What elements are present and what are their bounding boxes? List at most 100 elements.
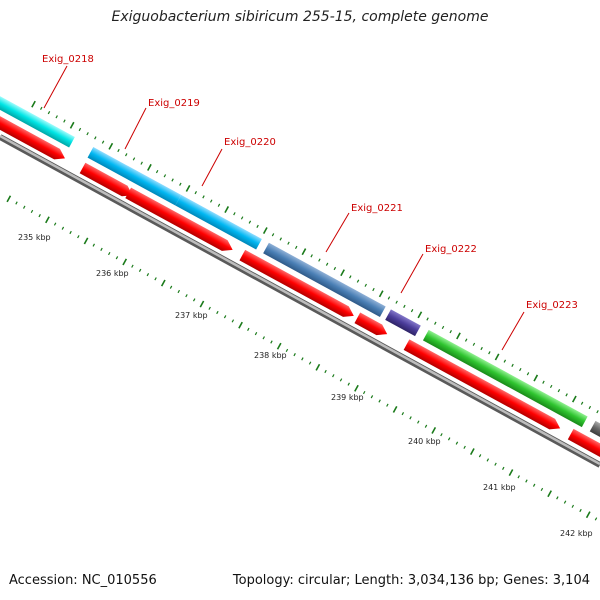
tick-mark	[469, 448, 475, 455]
cds-arrow-exig-0221[interactable]	[239, 249, 356, 321]
tick-mark	[185, 184, 191, 192]
cds-arrow-exig-0223[interactable]	[403, 339, 563, 433]
tick-mark	[503, 359, 507, 363]
tick-mark	[146, 273, 150, 277]
gene-labels: Exig_0218 Exig_0219 Exig_0220 Exig_0221 …	[42, 54, 578, 311]
tick-mark	[177, 289, 181, 294]
tick-mark	[217, 203, 221, 207]
tick-mark	[424, 424, 428, 428]
tick-mark	[69, 230, 72, 235]
tick-mark	[494, 462, 497, 466]
tick-mark	[223, 315, 227, 319]
gene-label-exig-0218[interactable]: Exig_0218	[42, 54, 94, 65]
tick-mark	[47, 111, 51, 115]
tick-mark	[83, 237, 89, 245]
tick-mark	[517, 475, 520, 479]
tick-mark	[163, 174, 167, 178]
tick-mark	[155, 169, 159, 174]
cds-arrow-exig-0218[interactable]	[0, 108, 68, 164]
tick-mark	[378, 290, 384, 298]
tick-mark	[401, 412, 405, 416]
cds-arrow-exig-0219[interactable]	[79, 162, 136, 201]
gene-label-exig-0222[interactable]: Exig_0222	[425, 244, 477, 255]
tick-mark	[301, 357, 304, 361]
tick-mark	[565, 393, 568, 397]
tick-mark	[533, 374, 539, 382]
gene-bar-exig-0220[interactable]	[175, 194, 262, 250]
tick-mark	[354, 384, 359, 392]
tick-mark	[387, 296, 391, 300]
tick-mark	[231, 319, 235, 323]
tick-mark	[285, 348, 289, 353]
tick-mark	[596, 410, 599, 414]
kbp-label: 236 kbp	[96, 269, 129, 278]
tick-mark	[434, 321, 437, 325]
tick-mark	[525, 479, 528, 483]
tick-mark	[502, 466, 505, 470]
gene-bar-exig-0219[interactable]	[87, 147, 182, 206]
tick-mark	[580, 401, 584, 405]
tick-mark	[488, 351, 491, 355]
tick-mark	[131, 264, 134, 268]
cds-arrow-next[interactable]	[567, 428, 600, 481]
tick-mark	[308, 361, 312, 365]
gene-label-exig-0219[interactable]: Exig_0219	[148, 98, 200, 109]
tick-mark	[356, 279, 360, 283]
tick-mark	[417, 420, 420, 424]
tick-mark	[494, 353, 500, 361]
kbp-label: 240 kbp	[408, 437, 441, 446]
tick-mark	[472, 342, 476, 346]
gene-bar-exig-0221[interactable]	[263, 242, 386, 317]
tick-mark	[248, 220, 252, 224]
tick-mark	[508, 469, 514, 477]
tick-mark	[55, 115, 58, 119]
tick-mark	[478, 454, 482, 458]
tick-mark	[233, 212, 236, 216]
tick-mark	[45, 216, 50, 224]
gene-label-exig-0220[interactable]: Exig_0220	[224, 137, 276, 148]
tick-mark	[395, 300, 398, 304]
tick-mark	[532, 483, 536, 487]
accession-text: Accession: NC_010556	[9, 573, 157, 588]
tick-mark	[463, 445, 466, 449]
tick-mark	[547, 490, 552, 498]
cds-arrow-exig-0222[interactable]	[354, 312, 390, 340]
gene-callouts	[43, 65, 525, 351]
tick-mark	[378, 399, 381, 403]
tick-mark	[362, 390, 366, 395]
tick-mark	[557, 389, 561, 393]
tick-mark	[179, 182, 182, 186]
tick-mark	[169, 285, 173, 289]
genome-summary-text: Topology: circular; Length: 3,034,136 bp…	[232, 573, 590, 588]
tick-mark	[77, 235, 80, 239]
tick-mark	[262, 336, 265, 340]
kbp-label: 242 kbp	[560, 529, 593, 538]
tick-mark	[579, 508, 582, 513]
tick-mark	[441, 325, 445, 330]
tick-mark	[185, 294, 188, 298]
tick-mark	[540, 487, 544, 492]
tick-mark	[511, 363, 514, 367]
tick-mark	[154, 277, 157, 281]
tick-mark	[526, 372, 530, 376]
ruler-tick-marks	[6, 195, 598, 521]
tick-mark	[132, 157, 136, 161]
tick-mark	[160, 279, 166, 287]
tick-mark	[202, 195, 205, 199]
kbp-label: 237 kbp	[175, 311, 208, 320]
gene-bar-exig-0223[interactable]	[422, 329, 588, 428]
tick-mark	[117, 148, 120, 153]
tick-mark	[78, 127, 82, 132]
gene-label-exig-0221[interactable]: Exig_0221	[351, 203, 403, 214]
tick-mark	[464, 338, 468, 342]
cds-arrow-exig-0220[interactable]	[125, 187, 235, 256]
tick-mark	[349, 275, 352, 279]
tick-mark	[262, 227, 268, 235]
gene-label-exig-0223[interactable]: Exig_0223	[526, 300, 578, 311]
gene-bar-exig-0218[interactable]	[0, 88, 75, 148]
tick-mark	[571, 395, 577, 403]
tick-mark	[449, 330, 452, 334]
gene-bar-exig-0222[interactable]	[385, 309, 421, 337]
tick-mark	[138, 268, 142, 273]
